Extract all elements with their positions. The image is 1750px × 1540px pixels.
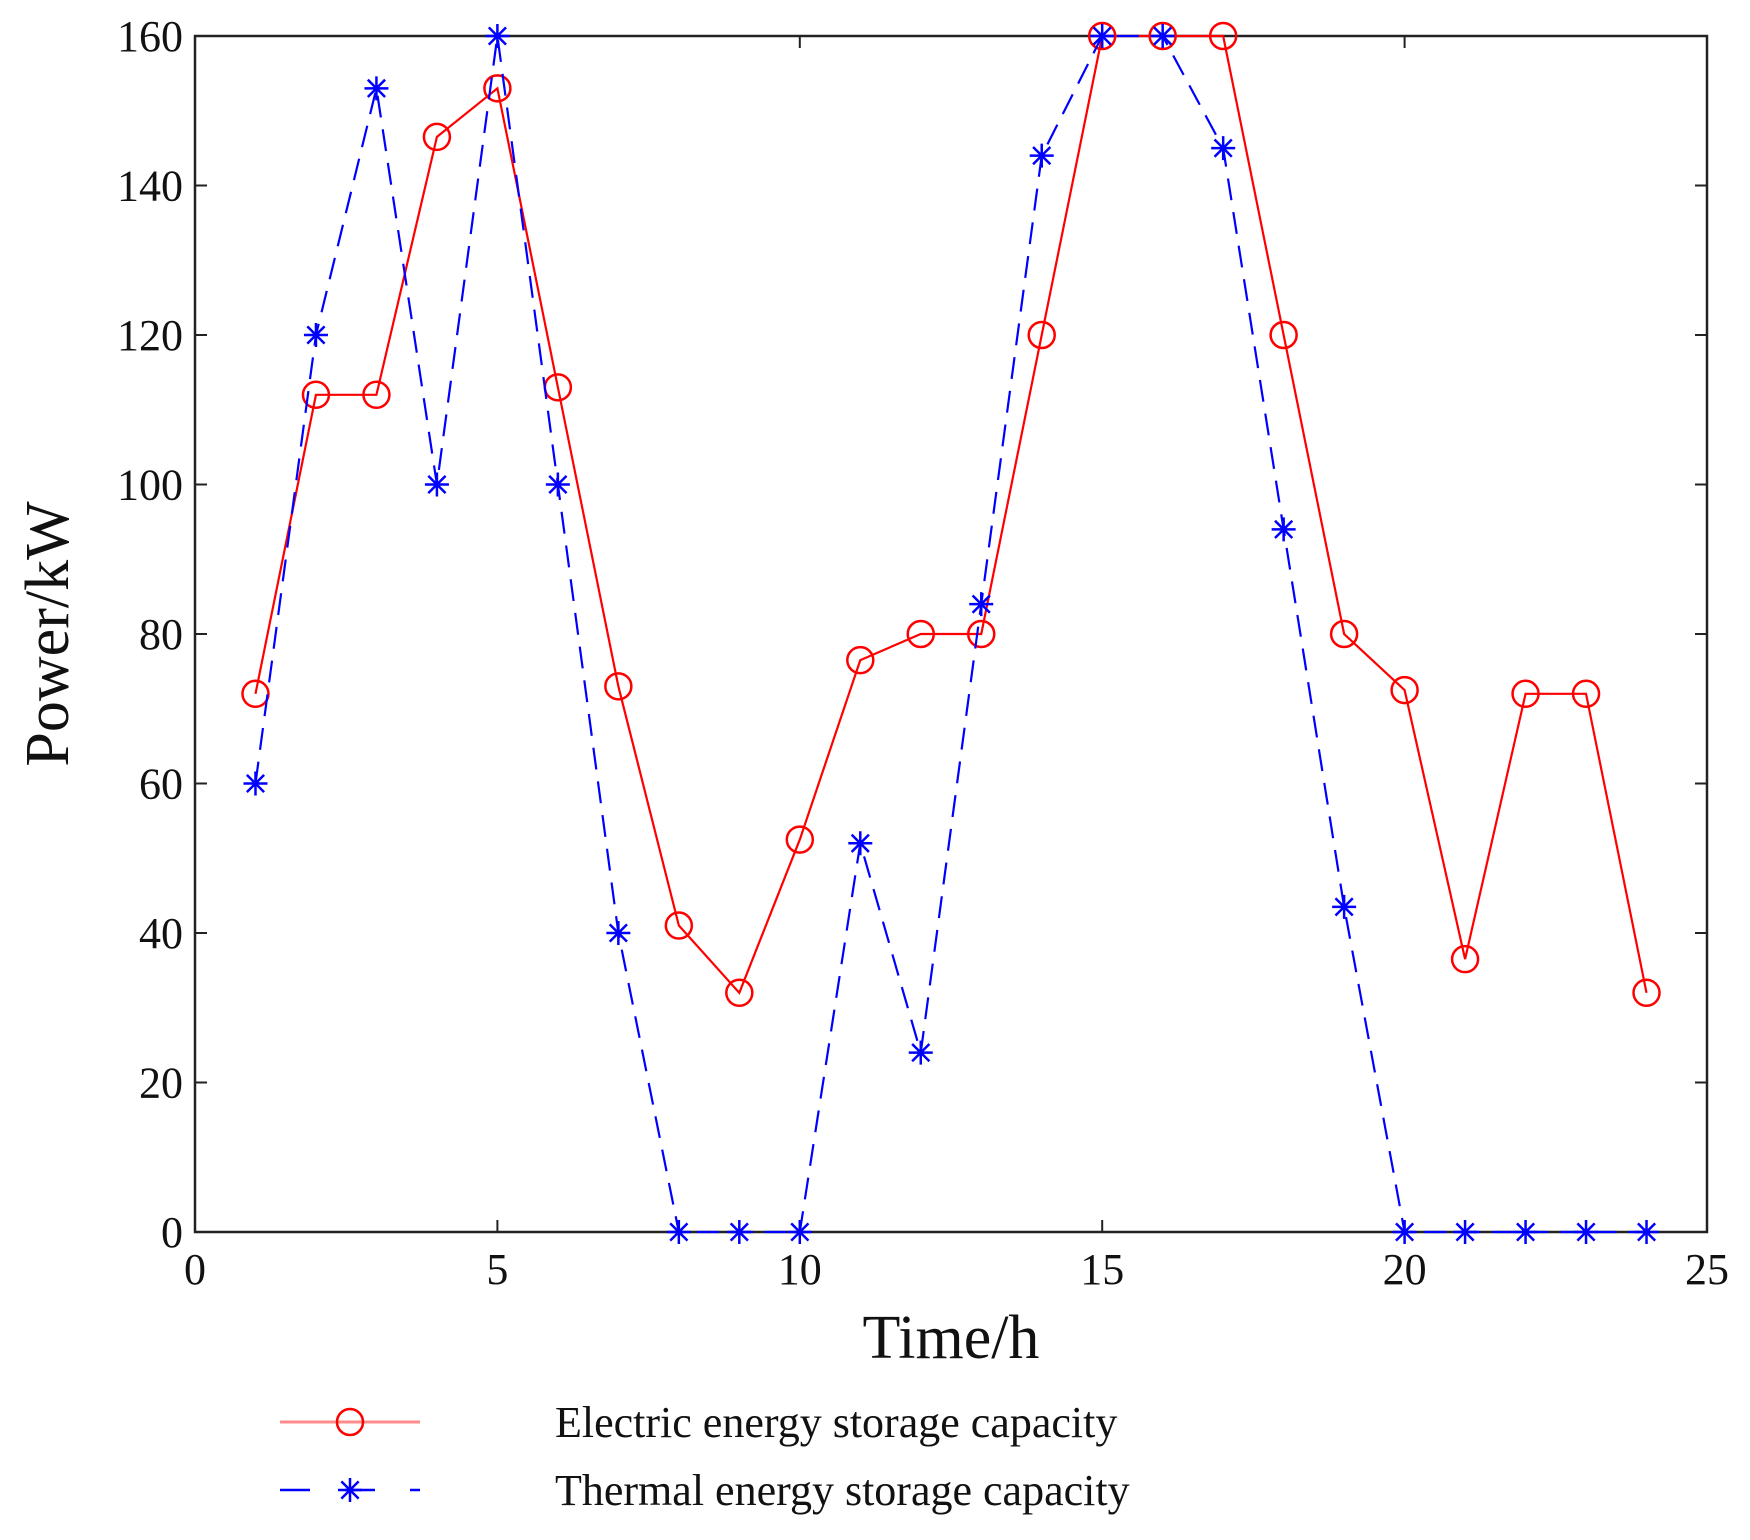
- x-tick-label: 5: [486, 1245, 508, 1294]
- data-point: [545, 472, 570, 497]
- data-point: [664, 911, 694, 940]
- data-point: [303, 323, 328, 347]
- data-point: [424, 472, 449, 497]
- y-tick-label: 80: [139, 610, 183, 659]
- data-point: [422, 122, 452, 152]
- data-point: [1513, 1220, 1538, 1244]
- data-point: [969, 592, 994, 617]
- x-tick-label: 0: [184, 1245, 206, 1294]
- data-point: [1211, 136, 1236, 161]
- data-point: [1450, 944, 1480, 974]
- x-tick-label: 10: [778, 1245, 822, 1294]
- data-point: [604, 672, 633, 701]
- data-point: [1453, 1220, 1478, 1244]
- data-point: [727, 1220, 752, 1244]
- data-point: [1390, 675, 1419, 705]
- data-point: [906, 619, 936, 649]
- data-point: [483, 74, 512, 103]
- data-point: [1332, 894, 1357, 919]
- x-tick-label: 25: [1685, 1245, 1729, 1294]
- data-point: [787, 1220, 812, 1244]
- data-point: [1029, 143, 1054, 168]
- y-tick-label: 40: [139, 909, 183, 958]
- data-point: [1632, 978, 1661, 1008]
- x-tick-label: 15: [1080, 1245, 1124, 1294]
- data-point: [908, 1040, 933, 1065]
- data-point: [1329, 619, 1359, 649]
- x-axis: 0 5 10 15 20 25: [184, 36, 1729, 1294]
- data-point: [1269, 320, 1298, 350]
- y-axis: 0 20 40 60 80 100 120 140 160: [117, 12, 1707, 1257]
- y-axis-title: Power/kW: [14, 501, 82, 767]
- y-tick-label: 60: [139, 760, 183, 809]
- data-point: [966, 619, 996, 649]
- data-point: [725, 978, 754, 1008]
- data-point: [364, 76, 389, 101]
- y-tick-label: 20: [139, 1059, 183, 1108]
- data-point: [301, 380, 331, 410]
- data-point: [243, 771, 268, 796]
- y-tick-label: 160: [117, 12, 183, 61]
- data-point: [606, 921, 631, 945]
- y-tick-label: 100: [117, 461, 183, 510]
- y-tick-label: 140: [117, 162, 183, 211]
- data-point: [1511, 679, 1540, 709]
- x-tick-label: 20: [1383, 1245, 1427, 1294]
- data-point: [1634, 1220, 1659, 1244]
- legend-marker: [335, 1407, 365, 1437]
- data-point: [848, 831, 873, 856]
- legend-marker: [338, 1478, 362, 1502]
- data-point: [1087, 21, 1117, 51]
- data-point: [1392, 1220, 1417, 1244]
- y-tick-label: 120: [117, 311, 183, 360]
- data-point: [1090, 24, 1115, 48]
- y-tick-label: 0: [161, 1208, 183, 1257]
- data-point: [1027, 320, 1056, 350]
- data-point: [1571, 679, 1601, 709]
- series-1: [241, 21, 1661, 1008]
- data-point: [785, 825, 815, 854]
- legend: Electric energy storage capacity Thermal …: [280, 1398, 1130, 1515]
- data-point: [846, 645, 875, 675]
- data-point: [666, 1220, 691, 1244]
- legend-label: Thermal energy storage capacity: [555, 1466, 1130, 1515]
- legend-item-1: Electric energy storage capacity: [280, 1398, 1117, 1447]
- data-point: [1150, 24, 1175, 48]
- data-point: [1148, 21, 1177, 51]
- data-point: [485, 24, 510, 48]
- data-point: [1574, 1220, 1599, 1244]
- x-axis-title: Time/h: [863, 1304, 1040, 1372]
- series-2: [243, 24, 1659, 1244]
- data-point: [362, 380, 391, 410]
- legend-label: Electric energy storage capacity: [555, 1398, 1117, 1447]
- data-point: [1271, 517, 1296, 542]
- series-layer: [241, 21, 1661, 1244]
- legend-item-2: Thermal energy storage capacity: [280, 1466, 1130, 1515]
- data-point: [241, 679, 270, 709]
- data-point: [1208, 21, 1238, 51]
